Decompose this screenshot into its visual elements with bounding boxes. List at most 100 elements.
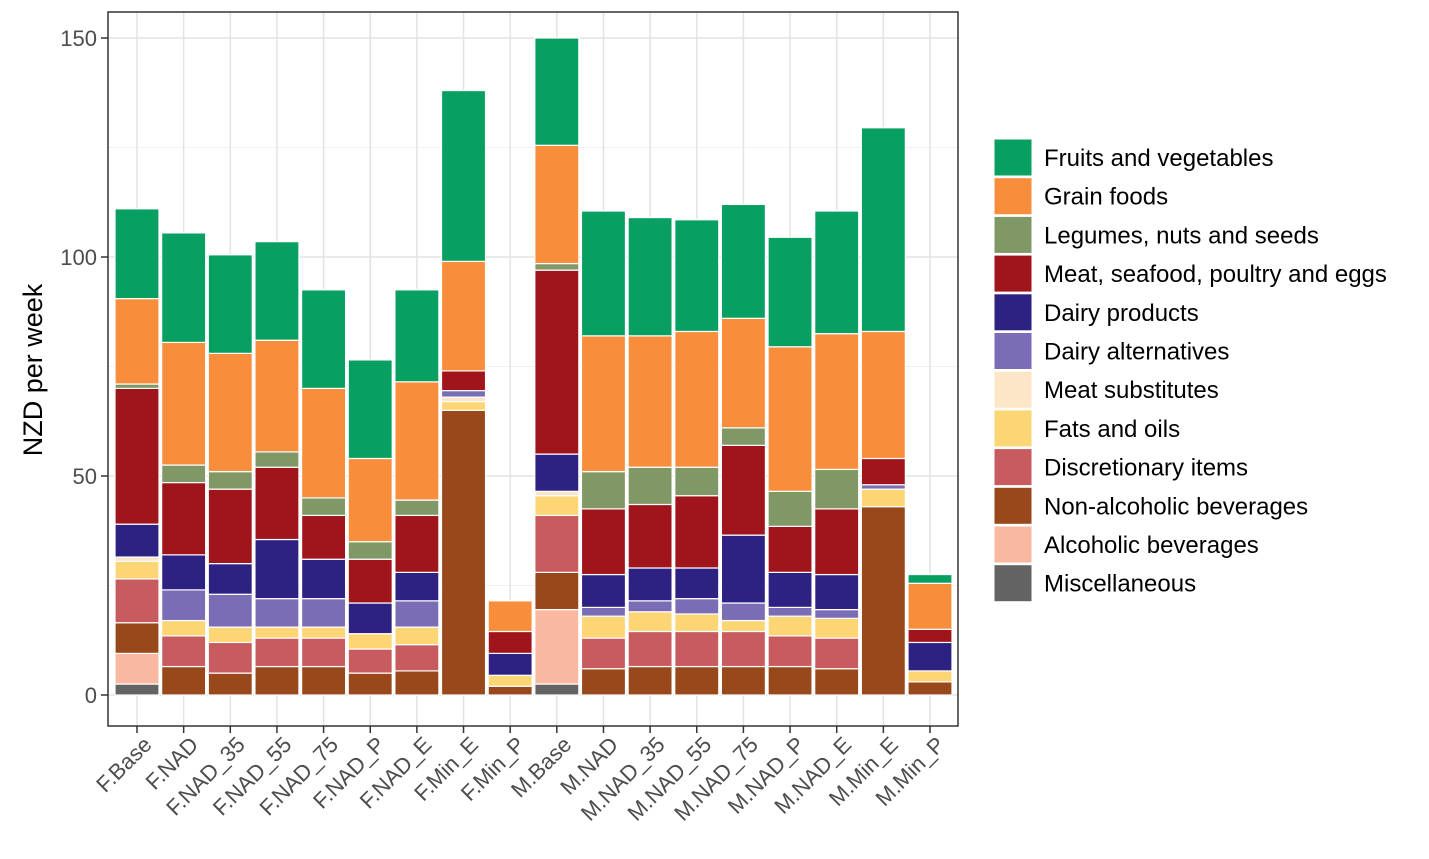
legend-label: Discretionary items [1044, 455, 1248, 482]
bar-segment-f-nad-55-non-alcoholic-beverages [254, 665, 300, 696]
legend-swatch [993, 332, 1033, 370]
bar-segment-f-nad-75-non-alcoholic-beverages [300, 665, 347, 696]
legend-swatch [993, 254, 1033, 293]
bar-stack-m-nad-35 [627, 216, 673, 696]
bar-segment-m-nad-55-discretionary-items [674, 630, 720, 668]
bar-segment-m-nad-meat-seafood-poultry-and-eggs [580, 508, 627, 576]
legend-item-fruits-and-vegetables: Fruits and vegetables [993, 138, 1273, 177]
legend-item-meat-seafood-poultry-and-eggs: Meat, seafood, poultry and eggs [993, 254, 1387, 293]
bar-segment-m-nad-35-grain-foods [627, 335, 673, 468]
bar-segment-m-nad-e-meat-seafood-poultry-and-eggs [814, 508, 860, 576]
bar-segment-f-nad-35-dairy-alternatives [207, 593, 253, 628]
legend-item-fats-and-oils: Fats and oils [993, 409, 1180, 448]
legend-label: Legumes, nuts and seeds [1044, 222, 1319, 249]
legend-label: Dairy products [1044, 300, 1199, 327]
bar-segment-m-nad-75-grain-foods [720, 317, 767, 429]
bar-segment-m-nad-55-grain-foods [674, 330, 720, 468]
legend-label: Miscellaneous [1044, 571, 1196, 598]
bar-segment-m-base-non-alcoholic-beverages [534, 571, 580, 611]
bar-segment-f-nad-75-fats-and-oils [300, 626, 347, 639]
bar-segment-f-base-fruits-and-vegetables [114, 208, 160, 300]
bar-segment-m-nad-p-grain-foods [767, 346, 813, 492]
bar-segment-f-nad-55-legumes-nuts-and-seeds [254, 451, 300, 468]
bar-segment-f-nad-e-grain-foods [394, 381, 440, 501]
bar-segment-f-nad-p-meat-seafood-poultry-and-eggs [347, 558, 393, 604]
legend-label: Fats and oils [1044, 416, 1180, 443]
bar-stack-f-nad [161, 232, 207, 696]
legend-item-meat-substitutes: Meat substitutes [993, 370, 1219, 409]
bar-stack-m-base [534, 37, 580, 696]
bar-segment-f-nad-non-alcoholic-beverages [161, 665, 207, 696]
bar-segment-m-min-e-dairy-alternatives [860, 484, 906, 490]
bar-segment-f-nad-35-non-alcoholic-beverages [207, 672, 253, 696]
bar-segment-f-nad-p-legumes-nuts-and-seeds [347, 541, 393, 560]
bar-segment-f-base-dairy-products [114, 523, 160, 558]
bar-segment-f-nad-35-grain-foods [207, 352, 253, 473]
legend-swatch [993, 448, 1033, 487]
bar-segment-f-nad-p-fats-and-oils [347, 633, 393, 650]
bar-segment-m-nad-35-dairy-alternatives [627, 600, 673, 613]
bar-segment-f-min-e-fats-and-oils [440, 400, 487, 411]
bar-segment-f-nad-fruits-and-vegetables [161, 232, 207, 344]
bar-segment-f-min-p-fats-and-oils [487, 674, 533, 687]
bar-segment-f-min-p-non-alcoholic-beverages [487, 685, 533, 696]
bar-segment-f-nad-legumes-nuts-and-seeds [161, 464, 207, 484]
bar-segment-m-nad-75-meat-seafood-poultry-and-eggs [720, 444, 767, 536]
legend-swatch [993, 138, 1033, 177]
legend-item-discretionary-items: Discretionary items [993, 448, 1248, 487]
legend-label: Non-alcoholic beverages [1044, 493, 1308, 520]
bar-stack-m-nad-75 [720, 203, 767, 696]
bar-segment-m-nad-discretionary-items [580, 637, 627, 670]
y-tick-label: 50 [73, 464, 97, 489]
bar-segment-f-base-discretionary-items [114, 578, 160, 624]
bar-segment-f-nad-55-grain-foods [254, 339, 300, 453]
bar-segment-m-nad-e-dairy-products [814, 573, 860, 611]
bar-stack-m-min-p [907, 573, 953, 696]
bar-segment-f-nad-55-dairy-alternatives [254, 598, 300, 628]
bar-segment-f-base-fats-and-oils [114, 560, 160, 580]
bar-segment-m-base-meat-substitutes [534, 490, 580, 497]
bar-segment-m-nad-e-dairy-alternatives [814, 608, 860, 619]
bar-segment-m-nad-75-discretionary-items [720, 630, 767, 668]
legend-label: Meat substitutes [1044, 377, 1219, 404]
bar-segment-f-nad-p-discretionary-items [347, 648, 393, 674]
bar-segment-m-nad-p-non-alcoholic-beverages [767, 665, 813, 696]
x-tick-label: F.Base [91, 732, 156, 797]
bar-segment-f-nad-e-non-alcoholic-beverages [394, 670, 440, 696]
bar-stacks [114, 37, 953, 696]
legend-swatch [993, 486, 1033, 525]
legend-label: Alcoholic beverages [1044, 532, 1259, 559]
bar-segment-f-nad-discretionary-items [161, 635, 207, 668]
legend-item-non-alcoholic-beverages: Non-alcoholic beverages [993, 486, 1308, 525]
bar-segment-f-min-e-meat-seafood-poultry-and-eggs [440, 370, 487, 392]
y-tick-label: 150 [60, 26, 97, 51]
bar-segment-f-nad-dairy-products [161, 554, 207, 591]
bar-segment-m-nad-p-meat-seafood-poultry-and-eggs [767, 525, 813, 573]
bar-segment-m-nad-55-fruits-and-vegetables [674, 219, 720, 333]
bar-segment-m-base-meat-seafood-poultry-and-eggs [534, 269, 580, 455]
bar-segment-m-base-discretionary-items [534, 514, 580, 573]
bar-segment-m-min-e-fats-and-oils [860, 488, 906, 508]
bar-segment-f-nad-75-legumes-nuts-and-seeds [300, 497, 347, 517]
bar-segment-f-base-non-alcoholic-beverages [114, 622, 160, 654]
bar-stack-m-nad-55 [674, 219, 720, 696]
bar-segment-m-min-p-grain-foods [907, 582, 953, 630]
bar-segment-m-min-e-fruits-and-vegetables [860, 127, 906, 333]
bar-segment-f-base-meat-substitutes [114, 556, 160, 563]
bar-stack-f-base [114, 208, 160, 696]
bar-segment-m-nad-55-dairy-products [674, 567, 720, 600]
bar-segment-f-nad-e-fruits-and-vegetables [394, 289, 440, 383]
bar-segment-f-nad-75-fruits-and-vegetables [300, 289, 347, 390]
bar-segment-m-min-p-meat-seafood-poultry-and-eggs [907, 628, 953, 644]
bar-segment-f-min-p-grain-foods [487, 600, 533, 633]
bar-stack-f-nad-e [394, 289, 440, 696]
bar-segment-m-nad-35-legumes-nuts-and-seeds [627, 466, 673, 506]
bar-segment-f-nad-fats-and-oils [161, 619, 207, 637]
legend-swatch [993, 409, 1033, 448]
bar-segment-f-nad-75-dairy-alternatives [300, 598, 347, 628]
bar-segment-m-nad-35-non-alcoholic-beverages [627, 665, 673, 696]
legend-swatch [993, 293, 1033, 332]
bar-segment-f-base-alcoholic-beverages [114, 652, 160, 685]
legend-item-dairy-products: Dairy products [993, 293, 1199, 332]
